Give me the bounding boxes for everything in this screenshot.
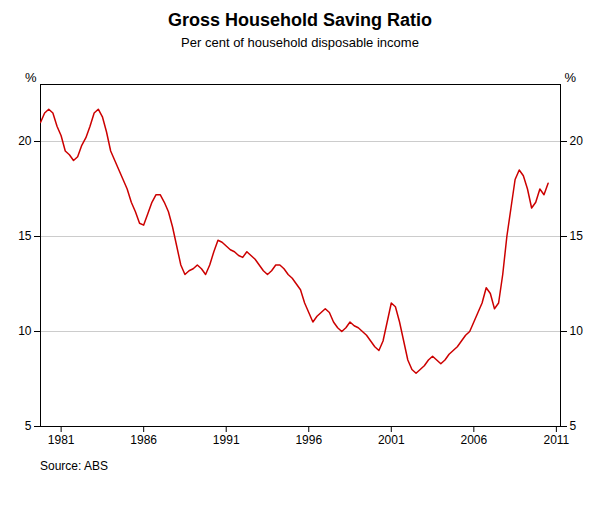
svg-text:1981: 1981 xyxy=(48,433,75,447)
svg-text:5: 5 xyxy=(25,419,32,433)
svg-text:15: 15 xyxy=(18,229,32,243)
svg-text:2011: 2011 xyxy=(543,433,569,447)
svg-text:%: % xyxy=(565,70,577,85)
svg-text:20: 20 xyxy=(570,134,584,148)
html-text:Gross Household Saving Ratio: Gross Household Saving Ratio xyxy=(168,10,432,30)
svg-text:1986: 1986 xyxy=(130,433,157,447)
svg-text:1991: 1991 xyxy=(213,433,240,447)
svg-text:10: 10 xyxy=(570,324,584,338)
html-text:Per cent of household disposab: Per cent of household disposable income xyxy=(181,35,419,50)
svg-text:1996: 1996 xyxy=(295,433,322,447)
svg-text:2001: 2001 xyxy=(378,433,405,447)
svg-text:2006: 2006 xyxy=(460,433,487,447)
svg-text:5: 5 xyxy=(570,419,577,433)
svg-text:15: 15 xyxy=(570,229,584,243)
svg-text:%: % xyxy=(25,70,37,85)
svg-text:20: 20 xyxy=(18,134,32,148)
svg-text:10: 10 xyxy=(18,324,32,338)
html-text:Source: ABS: Source: ABS xyxy=(40,459,108,473)
